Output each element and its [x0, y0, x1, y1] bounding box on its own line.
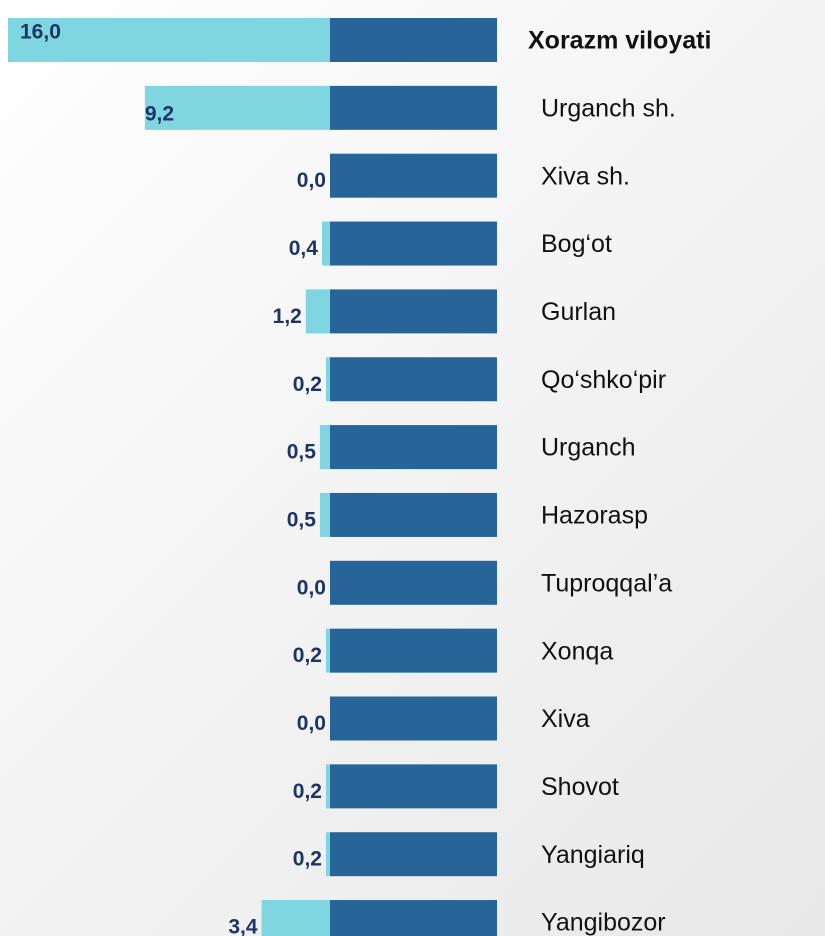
bar-background [330, 357, 497, 402]
value-label: 0,2 [293, 373, 322, 396]
bar [325, 357, 330, 402]
bar [325, 628, 330, 673]
value-label: 0,0 [297, 712, 326, 735]
value-label: 3,4 [228, 916, 258, 936]
category-label: Xorazm viloyati [528, 27, 711, 55]
value-label: 0,2 [293, 780, 322, 803]
bar-background [330, 832, 497, 877]
bar [8, 18, 330, 62]
value-label: 0,0 [297, 169, 326, 192]
bar [325, 764, 330, 809]
bar-background [330, 153, 497, 198]
category-label: Urganch sh. [541, 94, 676, 122]
value-label: 0,2 [293, 644, 322, 667]
value-label: 0,4 [289, 237, 319, 260]
bar-background [330, 492, 497, 537]
category-label: Xiva [541, 705, 590, 733]
category-label: Gurlan [541, 298, 616, 326]
category-label: Shovot [541, 773, 619, 801]
bar-background [330, 221, 497, 266]
value-label: 16,0 [20, 21, 61, 44]
category-label: Qo‘shko‘pir [541, 366, 666, 394]
bar-background [330, 628, 497, 673]
category-label: Yangiariq [541, 841, 645, 869]
bar [305, 289, 330, 334]
bar-background [330, 289, 497, 334]
category-label: Tuproqqal’a [541, 569, 672, 597]
bar-background [330, 696, 497, 741]
value-label: 1,2 [273, 305, 302, 328]
bar-background [330, 560, 497, 605]
category-label: Bog‘ot [541, 230, 612, 258]
bar [325, 832, 330, 877]
value-label: 0,5 [287, 441, 317, 464]
bar [321, 221, 330, 266]
value-label: 0,5 [287, 508, 317, 531]
category-label: Hazorasp [541, 502, 648, 530]
bar [319, 425, 330, 470]
category-label: Urganch [541, 434, 636, 462]
category-label: Xiva sh. [541, 162, 630, 190]
bar-background [330, 764, 497, 809]
category-label: Yangibozor [541, 909, 666, 936]
value-label: 9,2 [145, 102, 174, 125]
bar [319, 492, 330, 537]
bar [144, 85, 330, 130]
bar-background [330, 900, 497, 936]
bar-background [330, 85, 497, 130]
category-label: Xonqa [541, 637, 613, 665]
bar-background [330, 18, 497, 62]
value-label: 0,0 [297, 576, 326, 599]
value-label: 0,2 [293, 848, 322, 871]
bar [261, 900, 330, 936]
bar-background [330, 425, 497, 470]
